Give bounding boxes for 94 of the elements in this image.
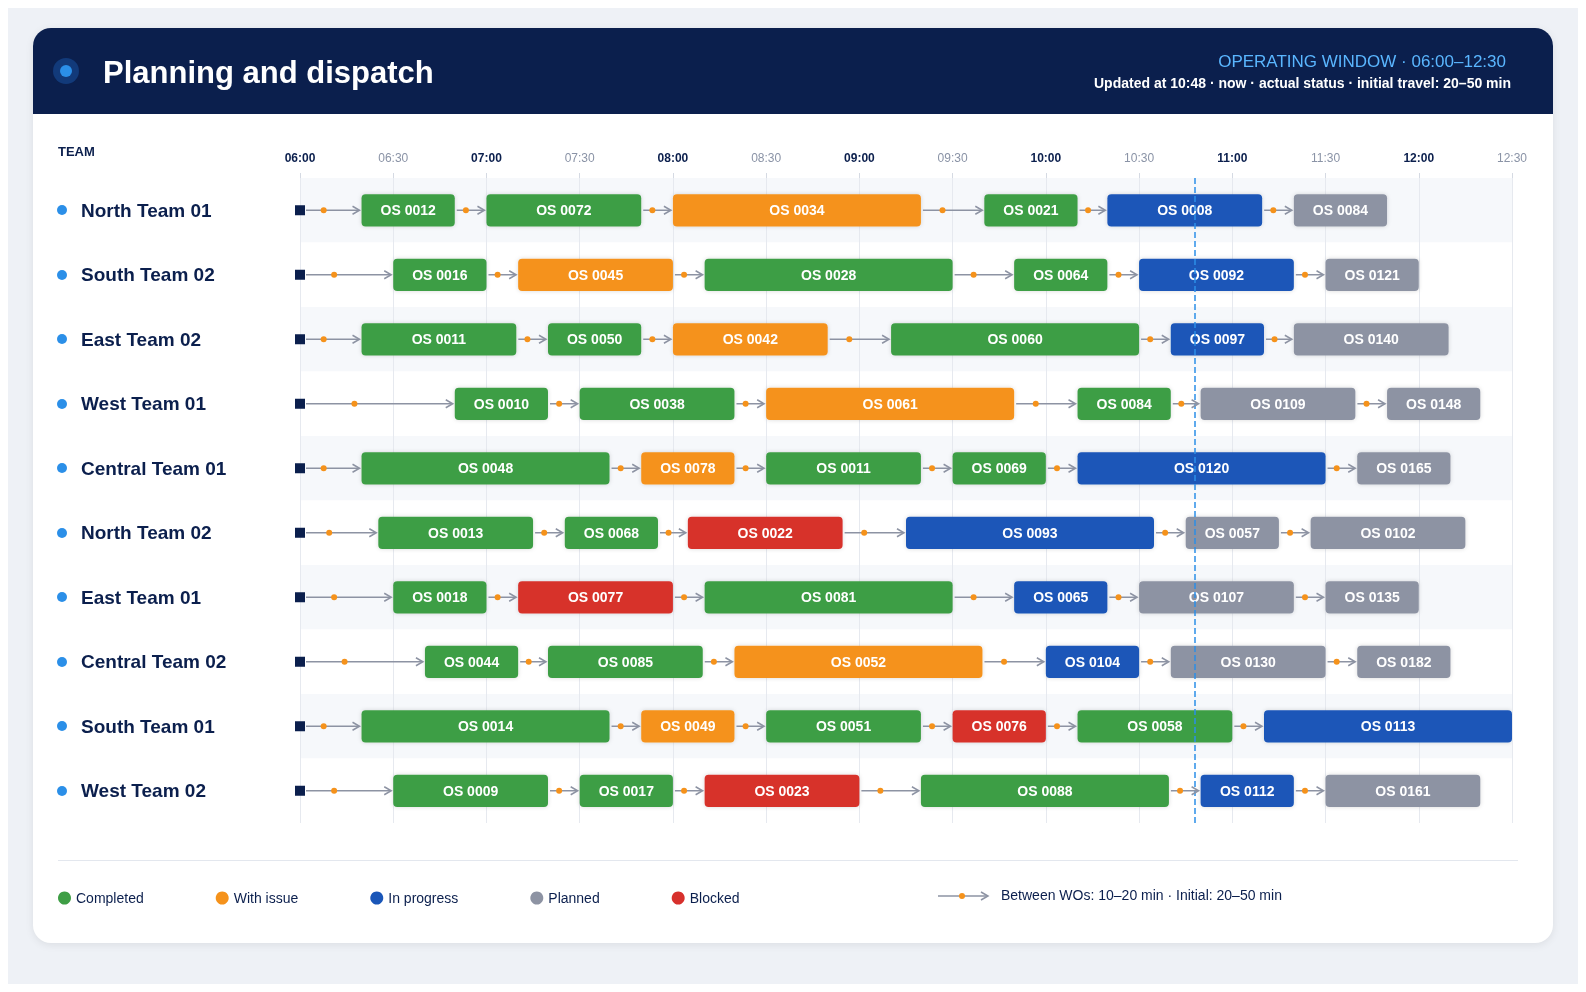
x-tick-label: 08:00 <box>657 151 689 165</box>
data-label: OS 0121 <box>1344 266 1400 283</box>
data-label: OS 0076 <box>971 718 1028 735</box>
data-label: OS 0112 <box>1219 782 1275 799</box>
data-label: OS 0042 <box>722 331 779 348</box>
y-tick-label: North Team 01 <box>81 199 212 221</box>
y-axis-title: TEAM <box>58 144 95 159</box>
data-label: OS 0060 <box>987 331 1043 348</box>
data-label: OS 0093 <box>1002 524 1058 541</box>
y-tick-label: North Team 02 <box>81 522 212 544</box>
y-tick-label: Central Team 02 <box>81 651 227 673</box>
x-tick-label: 06:30 <box>378 151 409 165</box>
legend-label: Planned <box>548 890 600 906</box>
y-tick-label: South Team 01 <box>81 715 216 737</box>
x-tick-label: 10:00 <box>1030 151 1062 165</box>
data-label: OS 0161 <box>1375 782 1431 799</box>
y-tick-label: East Team 01 <box>81 586 202 608</box>
data-label: OS 0044 <box>443 653 500 670</box>
data-label: OS 0113 <box>1360 718 1416 735</box>
data-label: OS 0064 <box>1033 266 1089 283</box>
data-label: OS 0052 <box>830 653 887 670</box>
data-label: OS 0045 <box>567 266 624 283</box>
data-label: OS 0120 <box>1173 460 1230 477</box>
data-label: OS 0034 <box>769 202 825 219</box>
data-label: OS 0048 <box>457 460 514 477</box>
data-label: OS 0013 <box>428 524 484 541</box>
data-label: OS 0140 <box>1343 331 1400 348</box>
data-label: OS 0077 <box>567 589 624 606</box>
data-label: OS 0018 <box>412 589 468 606</box>
text: Between WOs: 10–20 min · Initial: 20–50 min <box>1001 887 1282 903</box>
x-tick-label: 10:30 <box>1124 151 1155 165</box>
data-label: OS 0148 <box>1406 395 1462 412</box>
legend-label: In progress <box>388 890 459 906</box>
data-label: OS 0130 <box>1220 653 1276 670</box>
data-label: OS 0109 <box>1250 395 1306 412</box>
data-label: OS 0058 <box>1127 718 1183 735</box>
data-label: OS 0107 <box>1188 589 1245 606</box>
data-label: OS 0022 <box>737 524 794 541</box>
data-label: OS 0010 <box>473 395 530 412</box>
x-tick-label: 12:30 <box>1496 151 1528 165</box>
data-label: OS 0057 <box>1204 524 1261 541</box>
data-label: OS 0078 <box>660 460 716 477</box>
data-label: OS 0008 <box>1157 202 1213 219</box>
data-label: OS 0011 <box>816 460 871 477</box>
y-tick-label: West Team 01 <box>81 393 207 415</box>
data-label: OS 0072 <box>536 202 592 219</box>
x-tick-label: 06:00 <box>284 151 316 165</box>
data-label: OS 0081 <box>800 589 857 606</box>
data-label: OS 0049 <box>660 718 716 735</box>
text: Updated at 10:48 · now · actual status · initial travel: 20–50 min <box>1093 75 1512 91</box>
data-label: OS 0011 <box>411 331 467 348</box>
legend-label: Completed <box>76 890 144 906</box>
y-tick-label: South Team 02 <box>81 264 215 286</box>
data-label: OS 0014 <box>457 718 514 735</box>
x-tick-label: 09:00 <box>844 151 876 165</box>
legend-label: With issue <box>233 890 299 906</box>
data-label: OS 0135 <box>1344 589 1400 606</box>
data-label: OS 0165 <box>1376 460 1432 477</box>
data-label: OS 0038 <box>629 395 685 412</box>
data-label: OS 0085 <box>597 653 654 670</box>
data-label: OS 0104 <box>1064 653 1121 670</box>
y-tick-label: West Team 02 <box>81 780 206 802</box>
chart-title: Planning and dispatch <box>103 55 434 90</box>
chart-subtitle: OPERATING WINDOW · 06:00–12:30 <box>1218 52 1507 71</box>
data-label: OS 0028 <box>800 266 857 283</box>
data-label: OS 0023 <box>754 782 810 799</box>
data-label: OS 0021 <box>1003 202 1059 219</box>
data-label: OS 0084 <box>1096 395 1152 412</box>
legend-label: Blocked <box>689 890 740 906</box>
x-tick-label: 09:30 <box>937 151 968 165</box>
data-label: OS 0016 <box>412 266 468 283</box>
x-tick-label: 11:30 <box>1310 151 1341 165</box>
x-tick-label: 08:30 <box>751 151 782 165</box>
data-label: OS 0065 <box>1033 589 1089 606</box>
data-label: OS 0088 <box>1017 782 1073 799</box>
data-label: OS 0182 <box>1376 653 1432 670</box>
data-label: OS 0097 <box>1189 331 1246 348</box>
x-tick-label: 11:00 <box>1217 151 1248 165</box>
data-label: OS 0061 <box>862 395 918 412</box>
y-tick-label: East Team 02 <box>81 328 202 350</box>
data-label: OS 0084 <box>1312 202 1369 219</box>
data-label: OS 0102 <box>1360 524 1416 541</box>
data-label: OS 0092 <box>1188 266 1245 283</box>
data-label: OS 0009 <box>442 782 499 799</box>
data-label: OS 0051 <box>815 718 872 735</box>
y-tick-label: Central Team 01 <box>81 457 227 479</box>
x-tick-label: 07:00 <box>471 151 503 165</box>
data-label: OS 0068 <box>583 524 640 541</box>
data-label: OS 0012 <box>380 202 436 219</box>
x-tick-label: 12:00 <box>1403 151 1435 165</box>
data-label: OS 0017 <box>598 782 655 799</box>
data-label: OS 0050 <box>566 331 623 348</box>
data-label: OS 0069 <box>971 460 1028 477</box>
x-tick-label: 07:30 <box>564 151 596 165</box>
